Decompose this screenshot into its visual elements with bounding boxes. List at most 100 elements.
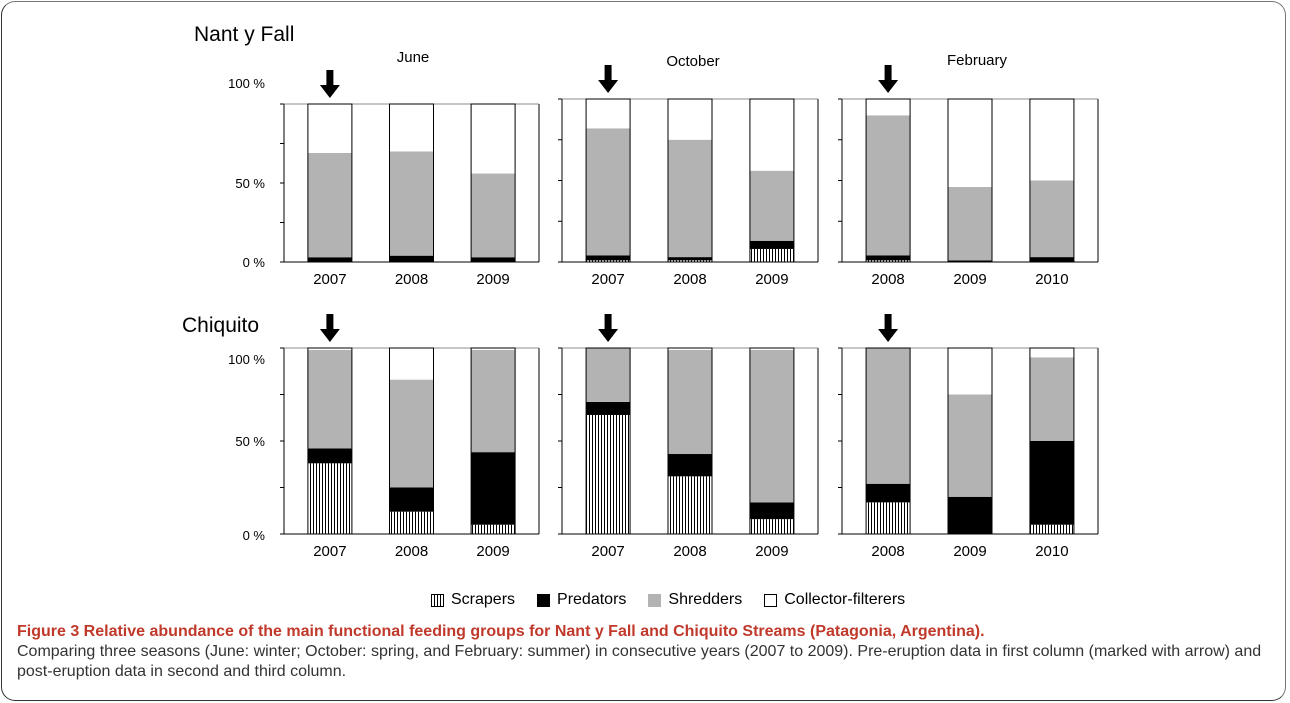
legend-label-collector-filterers: Collector-filterers bbox=[784, 591, 906, 608]
x-tick-label-panel1-2007: 2007 bbox=[313, 271, 346, 288]
bar-panel3-2008-predators bbox=[866, 255, 911, 261]
bar-panel5-2009-shredders bbox=[749, 349, 794, 503]
bar-outline-panel2-2009 bbox=[749, 98, 795, 263]
bar-panel6-2010-collector-filterers bbox=[1029, 348, 1074, 358]
bar-panel6-2009-shredders bbox=[948, 394, 992, 497]
bar-panel1-2007-predators bbox=[307, 257, 352, 262]
bar-panel1-2009-collector-filterers bbox=[471, 104, 516, 174]
bar-panel1-2007-shredders bbox=[307, 152, 352, 258]
y-tick-label-row1-2: 100 % bbox=[228, 76, 265, 91]
panel-4: 2007 2008 2009 bbox=[280, 314, 540, 560]
x-tick-label-panel5-2007: 2007 bbox=[591, 543, 624, 560]
x-tick-label-panel2-2007: 2007 bbox=[591, 271, 624, 288]
legend-swatch-scrapers bbox=[431, 593, 444, 607]
x-tick-label-panel4-2007: 2007 bbox=[313, 543, 346, 560]
bar-panel1-2008-collector-filterers bbox=[389, 104, 434, 152]
bar-panel3-2008-scrapers bbox=[866, 260, 911, 262]
caption-title: Figure 3 Relative abundance of the main … bbox=[17, 623, 985, 640]
figure-chart: Nant y Fall Chiquito 0 % 50 % 100 % 0 % 50 % 10… bbox=[182, 23, 1099, 560]
bar-panel2-2009-collector-filterers bbox=[749, 99, 794, 171]
bar-panel5-2008-scrapers bbox=[668, 476, 712, 534]
bar-panel5-2008-predators bbox=[668, 454, 712, 477]
bar-panel3-2010-predators bbox=[1029, 257, 1074, 262]
bar-outline-panel1-2007 bbox=[307, 103, 353, 263]
pre-eruption-arrow-icon bbox=[598, 65, 619, 93]
y-tick-label-row1-1: 50 % bbox=[235, 176, 265, 191]
bar-outline-panel4-2009 bbox=[470, 347, 516, 535]
bar-panel3-2009-shredders bbox=[948, 187, 992, 261]
bar-panel4-2008-scrapers bbox=[389, 511, 434, 534]
bar-panel3-2010-collector-filterers bbox=[1029, 99, 1074, 181]
bar-panel5-2007-shredders bbox=[586, 348, 631, 402]
caption-body: Comparing three seasons (June: winter; O… bbox=[17, 643, 1262, 680]
x-tick-label-panel1-2009: 2009 bbox=[476, 271, 509, 288]
bar-outline-panel3-2009 bbox=[947, 98, 993, 263]
bar-panel2-2007-shredders bbox=[586, 128, 631, 256]
bar-panel3-2009-collector-filterers bbox=[948, 99, 992, 188]
bar-outline-panel6-2010 bbox=[1029, 347, 1075, 535]
pre-eruption-arrow-icon bbox=[598, 314, 619, 342]
legend-item-scrapers: Scrapers bbox=[431, 591, 515, 609]
y-tick-label-row2-1: 50 % bbox=[235, 434, 265, 449]
x-tick-label-panel6-2010: 2010 bbox=[1035, 543, 1068, 560]
pre-eruption-arrow-icon bbox=[319, 314, 340, 342]
bar-panel5-2008-collector-filterers bbox=[668, 348, 712, 350]
x-tick-label-panel4-2009: 2009 bbox=[476, 543, 509, 560]
bar-panel4-2009-collector-filterers bbox=[471, 348, 516, 350]
bar-panel3-2008-shredders bbox=[866, 115, 911, 256]
legend-swatch-collector-filterers bbox=[764, 593, 778, 607]
x-tick-label-panel2-2008: 2008 bbox=[673, 271, 706, 288]
bar-panel6-2010-predators bbox=[1029, 441, 1074, 525]
bar-panel6-2010-scrapers bbox=[1029, 524, 1074, 534]
pre-eruption-arrow-icon bbox=[878, 314, 899, 342]
legend-swatch-shredders bbox=[648, 593, 662, 607]
bar-panel5-2009-collector-filterers bbox=[749, 348, 794, 350]
bar-panel2-2009-shredders bbox=[749, 170, 794, 241]
bar-panel6-2009-predators bbox=[948, 496, 992, 534]
bar-panel4-2007-scrapers bbox=[307, 463, 352, 534]
stream-label-chiquito: Chiquito bbox=[182, 314, 259, 337]
y-tick-label-row1-0: 0 % bbox=[243, 255, 266, 270]
bar-panel6-2010-shredders bbox=[1029, 357, 1074, 441]
x-tick-label-panel4-2008: 2008 bbox=[395, 543, 428, 560]
bar-panel5-2009-scrapers bbox=[749, 519, 794, 534]
bar-panel2-2008-predators bbox=[668, 257, 712, 261]
bar-panel6-2009-collector-filterers bbox=[948, 348, 992, 395]
bar-outline-panel5-2008 bbox=[667, 347, 713, 535]
panel-6: 2008 2009 2010 bbox=[838, 314, 1099, 560]
bar-panel5-2009-predators bbox=[749, 502, 794, 520]
bar-panel2-2008-collector-filterers bbox=[668, 99, 712, 140]
bar-panel4-2009-predators bbox=[471, 452, 516, 525]
x-tick-label-panel3-2010: 2010 bbox=[1035, 271, 1068, 288]
bar-panel4-2008-predators bbox=[389, 487, 434, 512]
month-label-october: October bbox=[666, 53, 719, 70]
bar-panel6-2008-shredders bbox=[866, 348, 911, 484]
bar-panel2-2007-collector-filterers bbox=[586, 99, 631, 129]
bar-panel4-2008-collector-filterers bbox=[389, 348, 434, 380]
bar-panel3-2009-predators bbox=[948, 260, 992, 262]
bar-panel5-2007-scrapers bbox=[586, 414, 631, 534]
x-tick-label-panel1-2008: 2008 bbox=[395, 271, 428, 288]
bar-outline-panel5-2009 bbox=[749, 347, 795, 535]
bar-panel6-2008-scrapers bbox=[866, 502, 911, 534]
bar-panel3-2010-shredders bbox=[1029, 180, 1074, 258]
pre-eruption-arrow-icon bbox=[878, 65, 899, 93]
bar-outline-panel1-2008 bbox=[389, 103, 434, 263]
legend-item-shredders: Shredders bbox=[648, 591, 742, 609]
bar-panel1-2007-collector-filterers bbox=[307, 104, 352, 153]
legend-label-scrapers: Scrapers bbox=[451, 591, 516, 608]
bar-panel4-2008-shredders bbox=[389, 379, 434, 488]
bar-panel6-2008-predators bbox=[866, 483, 911, 503]
panel-2: October 2007 2008 2009 bbox=[558, 53, 819, 288]
panel-1: June 2007 2008 2009 bbox=[280, 49, 540, 288]
bar-panel1-2009-predators bbox=[471, 257, 516, 262]
bar-panel3-2008-collector-filterers bbox=[866, 99, 911, 116]
bar-outline-panel2-2007 bbox=[585, 98, 631, 263]
y-tick-label-row2-2: 100 % bbox=[228, 352, 265, 367]
bar-panel2-2009-predators bbox=[749, 240, 794, 249]
legend-item-predators: Predators bbox=[537, 591, 626, 609]
bar-outline-panel6-2008 bbox=[865, 347, 911, 535]
bar-panel1-2008-shredders bbox=[389, 151, 434, 256]
panel-3: February 2008 2009 2010 bbox=[838, 52, 1099, 288]
bar-outline-panel4-2008 bbox=[389, 347, 434, 535]
